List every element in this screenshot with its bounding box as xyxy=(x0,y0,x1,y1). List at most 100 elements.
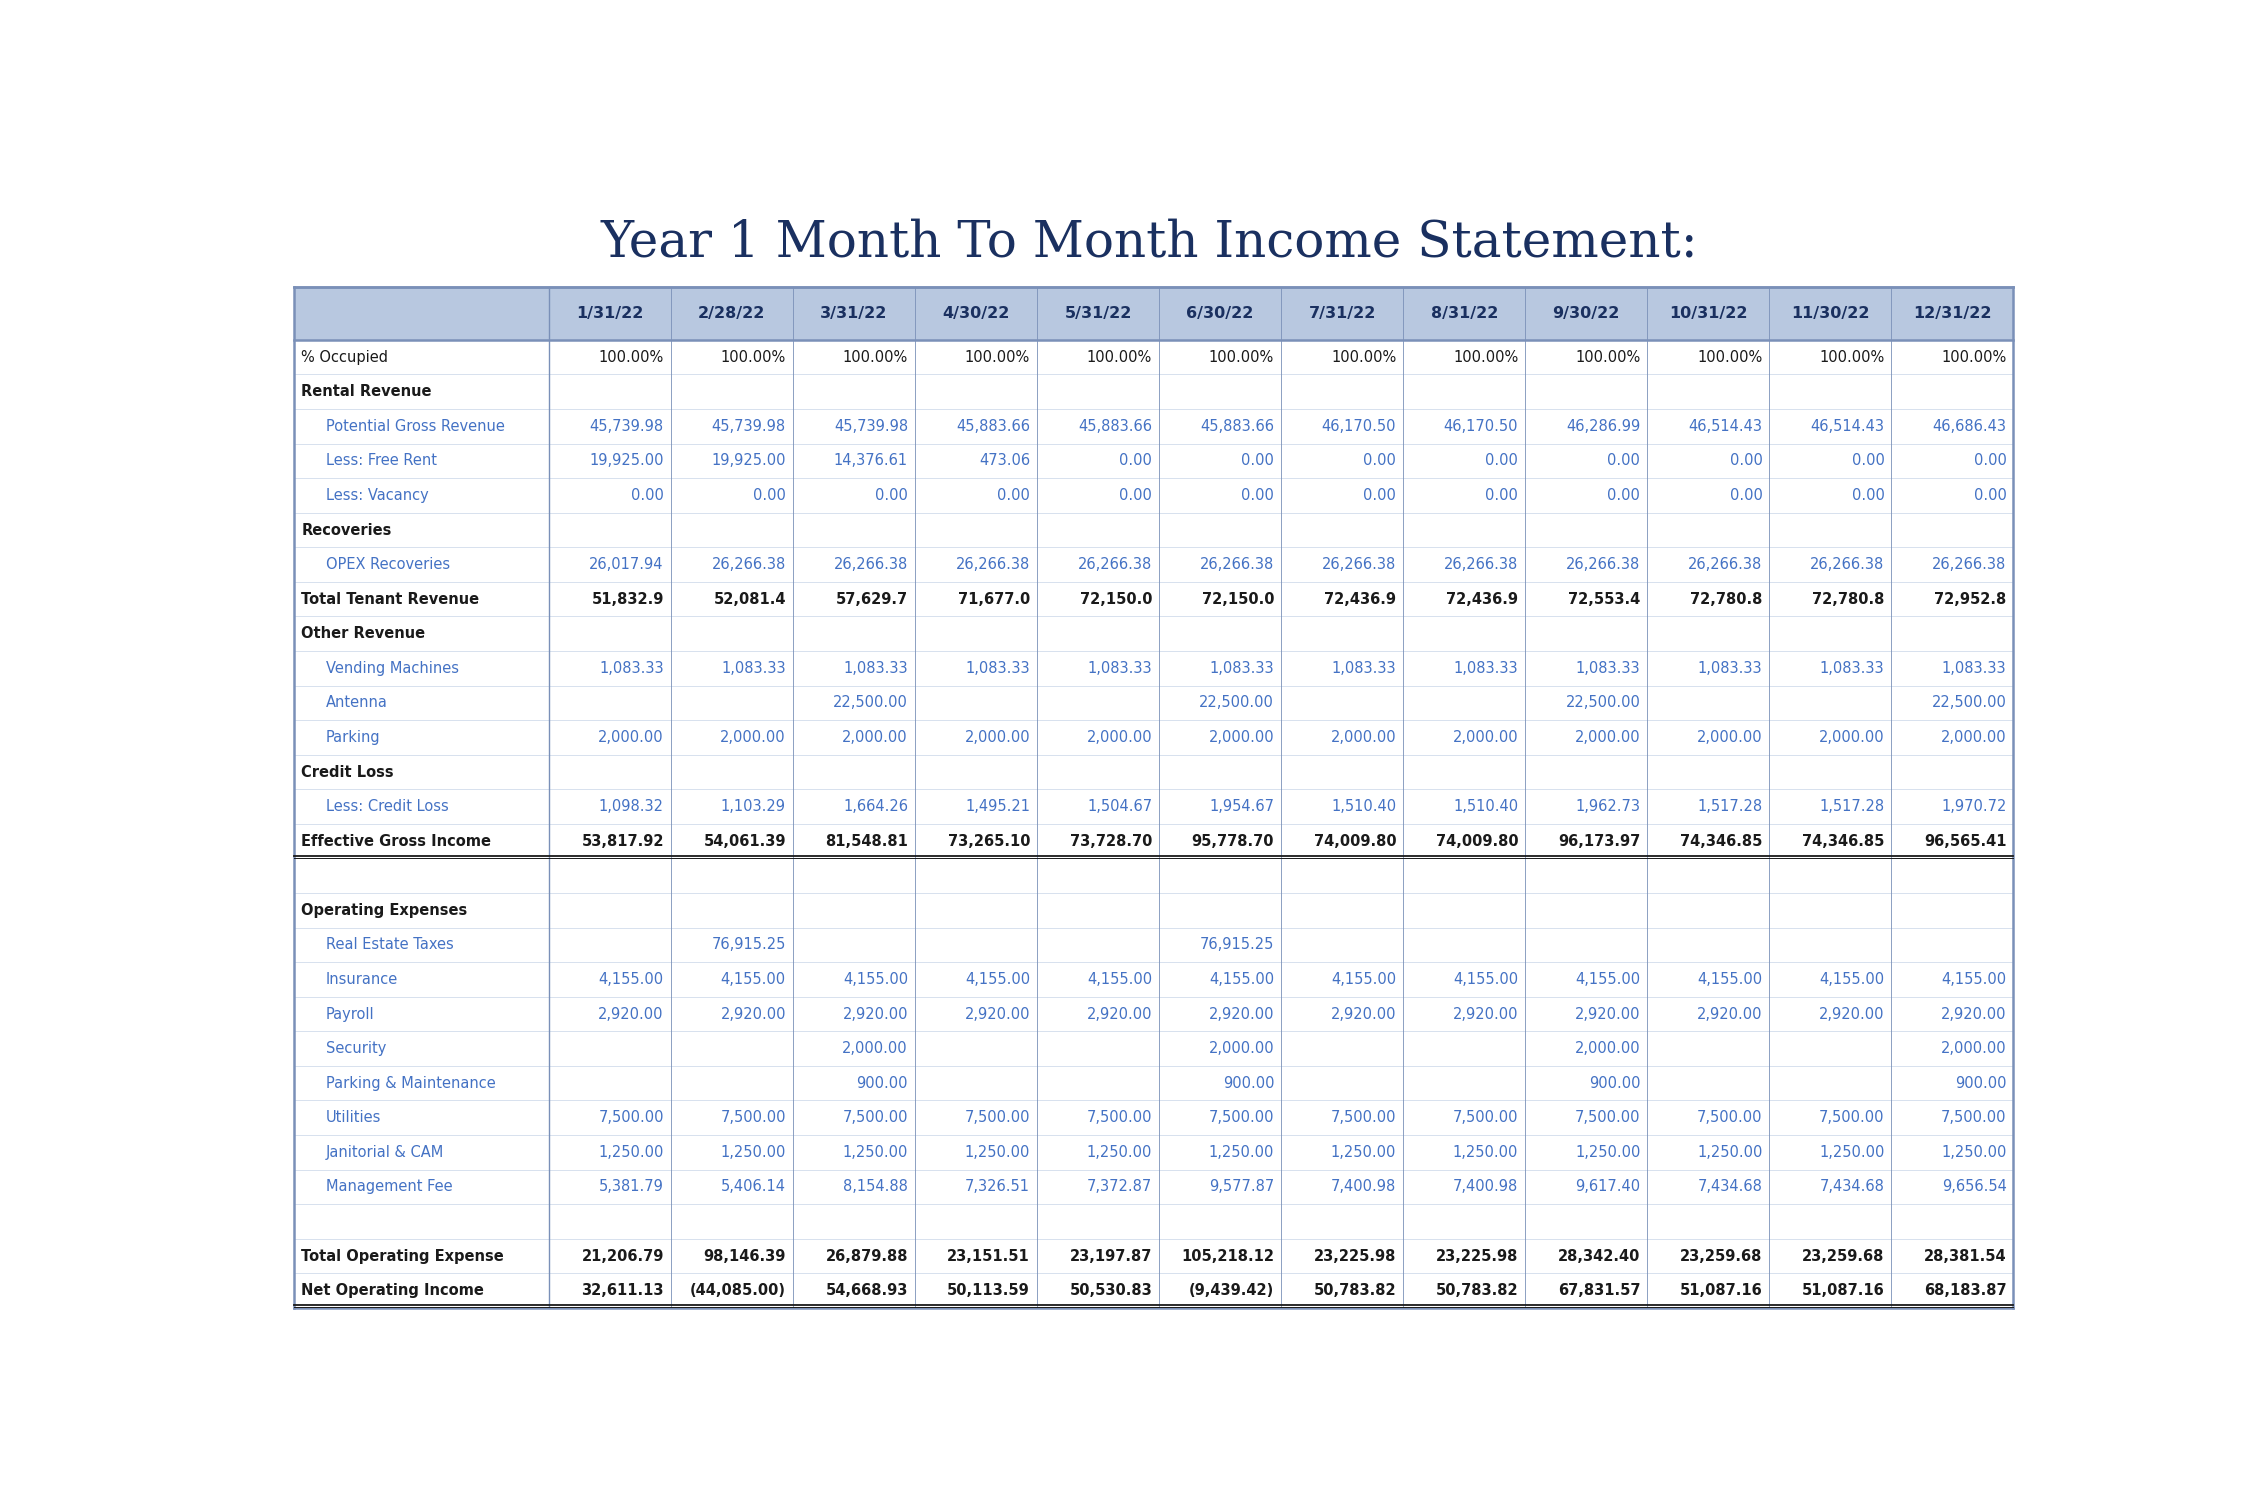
Text: 4,155.00: 4,155.00 xyxy=(1209,973,1274,988)
Text: 7,500.00: 7,500.00 xyxy=(843,1111,908,1126)
Text: 50,783.82: 50,783.82 xyxy=(1314,1283,1395,1298)
Text: 473.06: 473.06 xyxy=(978,453,1030,468)
Text: Potential Gross Revenue: Potential Gross Revenue xyxy=(325,419,505,434)
Text: 74,346.85: 74,346.85 xyxy=(1680,833,1763,849)
Text: 74,009.80: 74,009.80 xyxy=(1436,833,1519,849)
Text: 76,915.25: 76,915.25 xyxy=(711,937,785,952)
Text: 23,225.98: 23,225.98 xyxy=(1436,1249,1519,1264)
Text: 100.00%: 100.00% xyxy=(1819,349,1884,365)
Text: 1,083.33: 1,083.33 xyxy=(843,661,908,676)
Text: 100.00%: 100.00% xyxy=(1575,349,1640,365)
Text: 2/28/22: 2/28/22 xyxy=(698,306,765,321)
Text: 72,436.9: 72,436.9 xyxy=(1323,591,1395,607)
Text: 1,083.33: 1,083.33 xyxy=(1453,661,1519,676)
Text: 1,083.33: 1,083.33 xyxy=(1209,661,1274,676)
Text: 51,087.16: 51,087.16 xyxy=(1680,1283,1763,1298)
Text: Payroll: Payroll xyxy=(325,1007,375,1022)
Text: 72,553.4: 72,553.4 xyxy=(1568,591,1640,607)
Text: 23,197.87: 23,197.87 xyxy=(1070,1249,1153,1264)
Text: 0.00: 0.00 xyxy=(1364,489,1395,503)
Text: 4,155.00: 4,155.00 xyxy=(843,973,908,988)
Text: 1,083.33: 1,083.33 xyxy=(1332,661,1395,676)
Text: 0.00: 0.00 xyxy=(1729,453,1763,468)
Text: 1,103.29: 1,103.29 xyxy=(720,799,785,814)
Text: 1,083.33: 1,083.33 xyxy=(1819,661,1884,676)
Text: 45,739.98: 45,739.98 xyxy=(834,419,908,434)
Text: 1,083.33: 1,083.33 xyxy=(722,661,785,676)
Text: 7,500.00: 7,500.00 xyxy=(1086,1111,1153,1126)
Text: 26,266.38: 26,266.38 xyxy=(1689,557,1763,572)
Text: 900.00: 900.00 xyxy=(1956,1075,2007,1090)
Text: 2,920.00: 2,920.00 xyxy=(1940,1007,2007,1022)
Text: 96,565.41: 96,565.41 xyxy=(1924,833,2007,849)
Text: 2,000.00: 2,000.00 xyxy=(1086,731,1153,745)
Text: 10/31/22: 10/31/22 xyxy=(1669,306,1747,321)
Text: 0.00: 0.00 xyxy=(1850,489,1884,503)
Text: 7,434.68: 7,434.68 xyxy=(1698,1179,1763,1194)
Text: 1,664.26: 1,664.26 xyxy=(843,799,908,814)
Text: 19,925.00: 19,925.00 xyxy=(711,453,785,468)
Text: Janitorial & CAM: Janitorial & CAM xyxy=(325,1145,444,1160)
Text: 1,250.00: 1,250.00 xyxy=(1330,1145,1395,1160)
Text: 0.00: 0.00 xyxy=(1608,453,1640,468)
Text: 1,083.33: 1,083.33 xyxy=(1942,661,2007,676)
Text: 7,500.00: 7,500.00 xyxy=(1453,1111,1519,1126)
Text: 81,548.81: 81,548.81 xyxy=(825,833,908,849)
Text: 72,780.8: 72,780.8 xyxy=(1689,591,1763,607)
Text: 1/31/22: 1/31/22 xyxy=(576,306,644,321)
Text: 7,500.00: 7,500.00 xyxy=(1819,1111,1884,1126)
Text: Security: Security xyxy=(325,1041,386,1056)
Text: 26,266.38: 26,266.38 xyxy=(711,557,785,572)
Text: Less: Vacancy: Less: Vacancy xyxy=(325,489,428,503)
Text: 0.00: 0.00 xyxy=(1240,489,1274,503)
Text: Utilities: Utilities xyxy=(325,1111,381,1126)
Text: 1,250.00: 1,250.00 xyxy=(720,1145,785,1160)
Text: 51,087.16: 51,087.16 xyxy=(1801,1283,1884,1298)
Text: 2,000.00: 2,000.00 xyxy=(1330,731,1395,745)
Text: 100.00%: 100.00% xyxy=(1330,349,1395,365)
Text: 2,920.00: 2,920.00 xyxy=(1575,1007,1640,1022)
Text: 5,381.79: 5,381.79 xyxy=(599,1179,664,1194)
Text: 0.00: 0.00 xyxy=(1364,453,1395,468)
Text: 7,372.87: 7,372.87 xyxy=(1088,1179,1153,1194)
Text: 68,183.87: 68,183.87 xyxy=(1924,1283,2007,1298)
Text: 74,009.80: 74,009.80 xyxy=(1314,833,1395,849)
Text: 26,266.38: 26,266.38 xyxy=(956,557,1030,572)
Bar xyxy=(294,287,2014,340)
Text: 8,154.88: 8,154.88 xyxy=(843,1179,908,1194)
Text: 21,206.79: 21,206.79 xyxy=(581,1249,664,1264)
Text: 71,677.0: 71,677.0 xyxy=(958,591,1030,607)
Text: 14,376.61: 14,376.61 xyxy=(834,453,908,468)
Text: 2,920.00: 2,920.00 xyxy=(1453,1007,1519,1022)
Text: 2,920.00: 2,920.00 xyxy=(1819,1007,1884,1022)
Text: Less: Free Rent: Less: Free Rent xyxy=(325,453,437,468)
Text: 100.00%: 100.00% xyxy=(843,349,908,365)
Text: 2,000.00: 2,000.00 xyxy=(843,731,908,745)
Text: 54,668.93: 54,668.93 xyxy=(825,1283,908,1298)
Text: 1,250.00: 1,250.00 xyxy=(1453,1145,1519,1160)
Text: 1,083.33: 1,083.33 xyxy=(964,661,1030,676)
Text: 45,739.98: 45,739.98 xyxy=(711,419,785,434)
Text: 2,000.00: 2,000.00 xyxy=(843,1041,908,1056)
Text: 95,778.70: 95,778.70 xyxy=(1191,833,1274,849)
Text: 2,920.00: 2,920.00 xyxy=(720,1007,785,1022)
Text: 2,000.00: 2,000.00 xyxy=(1453,731,1519,745)
Text: 1,510.40: 1,510.40 xyxy=(1330,799,1395,814)
Text: 0.00: 0.00 xyxy=(630,489,664,503)
Text: 72,780.8: 72,780.8 xyxy=(1812,591,1884,607)
Text: 1,504.67: 1,504.67 xyxy=(1088,799,1153,814)
Text: 100.00%: 100.00% xyxy=(1088,349,1153,365)
Text: 5/31/22: 5/31/22 xyxy=(1065,306,1133,321)
Text: 900.00: 900.00 xyxy=(1222,1075,1274,1090)
Text: 100.00%: 100.00% xyxy=(720,349,785,365)
Text: Management Fee: Management Fee xyxy=(325,1179,453,1194)
Text: 72,150.0: 72,150.0 xyxy=(1202,591,1274,607)
Text: 22,500.00: 22,500.00 xyxy=(1931,695,2007,710)
Text: 26,879.88: 26,879.88 xyxy=(825,1249,908,1264)
Text: 22,500.00: 22,500.00 xyxy=(832,695,908,710)
Text: (44,085.00): (44,085.00) xyxy=(691,1283,785,1298)
Text: 2,000.00: 2,000.00 xyxy=(1696,731,1763,745)
Text: Year 1 Month To Month Income Statement:: Year 1 Month To Month Income Statement: xyxy=(601,218,1698,267)
Text: 0.00: 0.00 xyxy=(1608,489,1640,503)
Text: 4,155.00: 4,155.00 xyxy=(1453,973,1519,988)
